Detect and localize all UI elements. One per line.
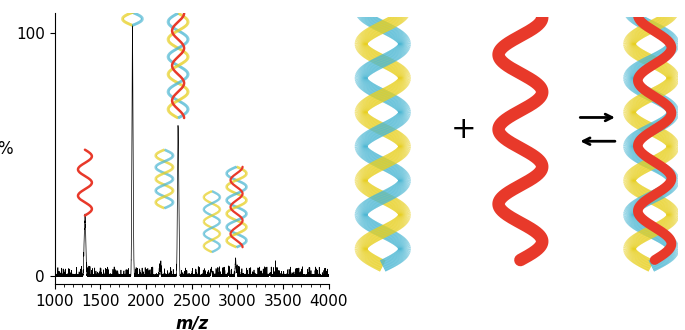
Text: +: + (451, 115, 476, 144)
X-axis label: m/z: m/z (175, 314, 208, 330)
Y-axis label: %: % (0, 140, 13, 157)
